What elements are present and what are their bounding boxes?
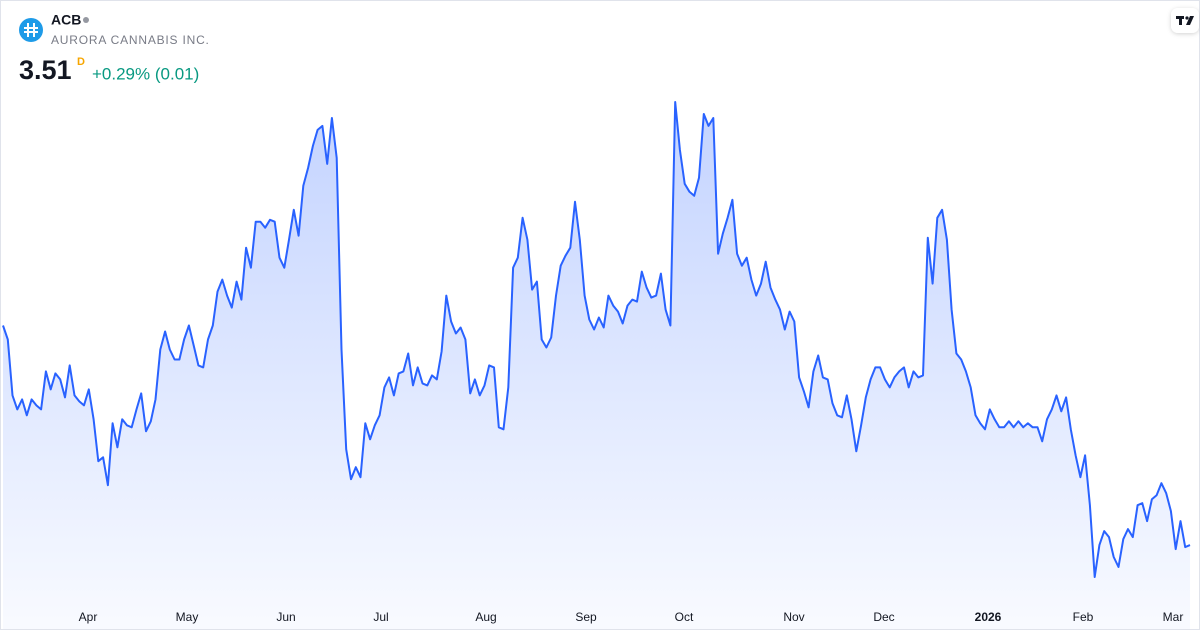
symbol: ACB [51,12,81,28]
last-price: 3.51 [19,55,72,85]
logo-mark [24,23,38,37]
x-tick-label: Apr [79,610,98,624]
x-tick-label: Oct [675,610,694,624]
status-dot [83,17,89,23]
interval: D [77,56,85,68]
x-tick-label: Mar [1163,610,1184,624]
tv-logo-bg[interactable] [1171,8,1199,33]
price-line [2,101,1191,578]
x-tick-label: 2026 [975,610,1002,624]
plot-area [2,101,1191,629]
x-tick-label: Sep [575,610,597,624]
x-tick-label: Aug [475,610,496,624]
price-change: +0.29% (0.01) [92,64,199,83]
x-tick-label: Feb [1073,610,1094,624]
x-tick-label: Nov [783,610,804,624]
company-name: AURORA CANNABIS INC. [51,33,210,47]
x-tick-label: May [176,610,199,624]
x-tick-label: Dec [873,610,894,624]
x-tick-label: Jul [373,610,388,624]
tv-logo[interactable] [1176,16,1194,25]
logo [19,18,43,42]
x-tick-label: Jun [276,610,295,624]
